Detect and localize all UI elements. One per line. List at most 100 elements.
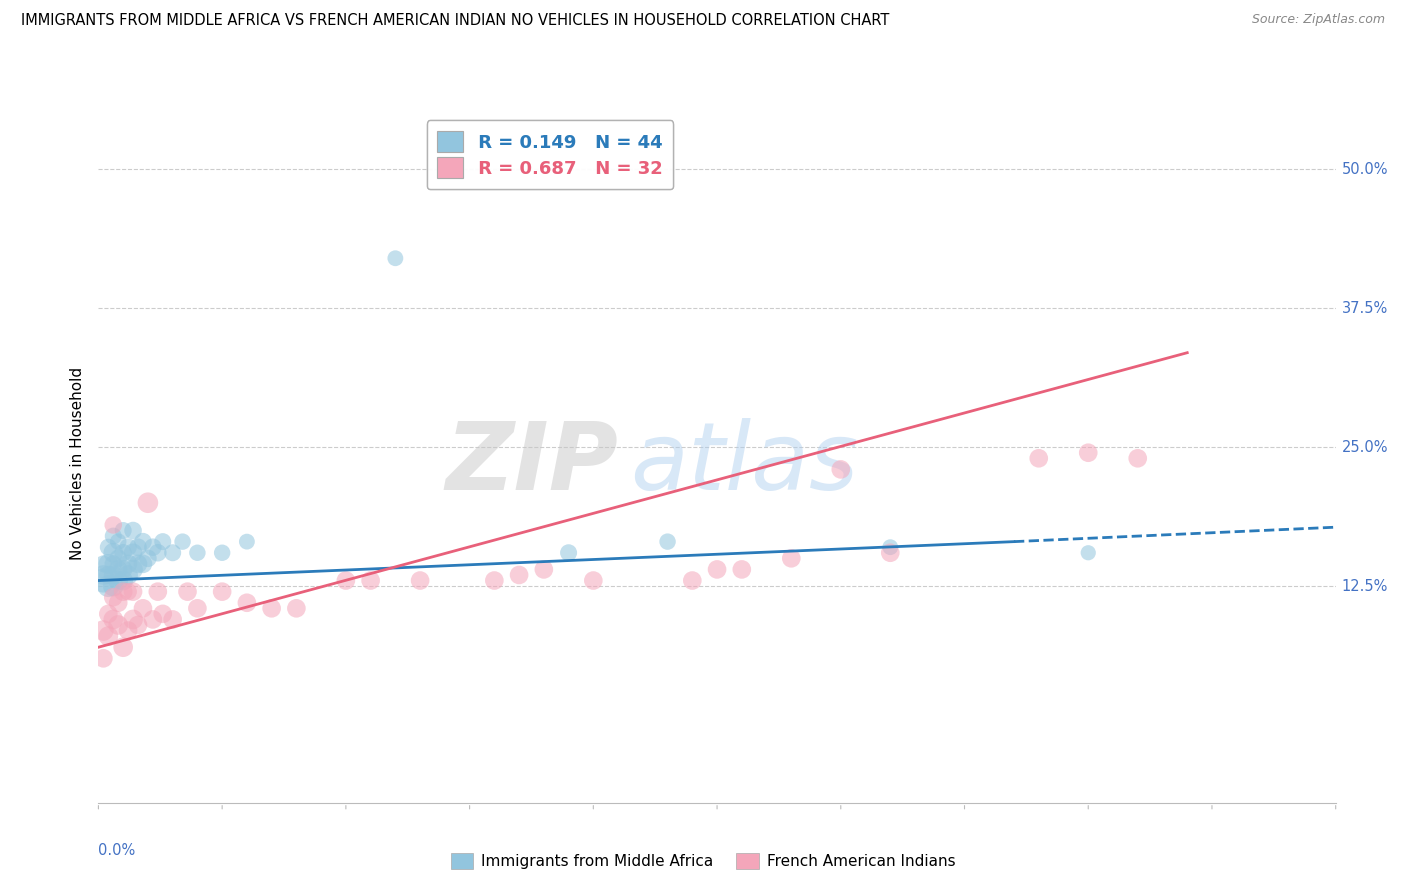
- Point: [146, 584, 169, 599]
- Point: [117, 624, 139, 638]
- Point: [136, 496, 159, 510]
- Point: [236, 534, 259, 549]
- Point: [780, 551, 803, 566]
- Point: [107, 562, 129, 576]
- Point: [211, 546, 233, 560]
- Point: [103, 557, 125, 571]
- Point: [103, 568, 125, 582]
- Point: [112, 546, 135, 560]
- Point: [384, 252, 406, 266]
- Point: [117, 540, 139, 554]
- Point: [97, 540, 120, 554]
- Point: [152, 534, 174, 549]
- Point: [731, 562, 754, 576]
- Point: [93, 557, 115, 571]
- Point: [136, 551, 159, 566]
- Point: [1028, 451, 1050, 466]
- Point: [172, 534, 194, 549]
- Legend: Immigrants from Middle Africa, French American Indians: Immigrants from Middle Africa, French Am…: [444, 847, 962, 875]
- Point: [211, 584, 233, 599]
- Point: [582, 574, 605, 588]
- Text: 12.5%: 12.5%: [1341, 579, 1388, 593]
- Point: [142, 612, 165, 626]
- Point: [508, 568, 530, 582]
- Point: [112, 584, 135, 599]
- Point: [132, 534, 155, 549]
- Point: [1077, 446, 1099, 460]
- Point: [112, 562, 135, 576]
- Point: [103, 612, 125, 626]
- Point: [162, 612, 184, 626]
- Point: [142, 540, 165, 554]
- Point: [93, 651, 115, 665]
- Point: [146, 546, 169, 560]
- Point: [107, 574, 129, 588]
- Point: [830, 462, 852, 476]
- Point: [879, 540, 901, 554]
- Text: atlas: atlas: [630, 418, 859, 509]
- Point: [103, 529, 125, 543]
- Point: [1077, 546, 1099, 560]
- Point: [132, 557, 155, 571]
- Point: [93, 624, 115, 638]
- Point: [117, 584, 139, 599]
- Point: [117, 557, 139, 571]
- Point: [335, 574, 357, 588]
- Point: [103, 546, 125, 560]
- Point: [533, 562, 555, 576]
- Point: [107, 534, 129, 549]
- Point: [681, 574, 703, 588]
- Point: [112, 524, 135, 538]
- Text: ZIP: ZIP: [446, 417, 619, 510]
- Text: 37.5%: 37.5%: [1341, 301, 1388, 316]
- Point: [117, 568, 139, 582]
- Point: [1126, 451, 1149, 466]
- Point: [186, 546, 208, 560]
- Point: [97, 607, 120, 621]
- Point: [706, 562, 728, 576]
- Point: [122, 612, 145, 626]
- Point: [122, 524, 145, 538]
- Point: [97, 568, 120, 582]
- Text: 0.0%: 0.0%: [98, 844, 135, 858]
- Text: Source: ZipAtlas.com: Source: ZipAtlas.com: [1251, 13, 1385, 27]
- Point: [122, 584, 145, 599]
- Point: [152, 607, 174, 621]
- Point: [112, 574, 135, 588]
- Point: [176, 584, 198, 599]
- Point: [122, 546, 145, 560]
- Point: [879, 546, 901, 560]
- Point: [107, 551, 129, 566]
- Point: [557, 546, 579, 560]
- Point: [409, 574, 432, 588]
- Point: [97, 629, 120, 643]
- Point: [186, 601, 208, 615]
- Point: [97, 579, 120, 593]
- Point: [657, 534, 679, 549]
- Text: IMMIGRANTS FROM MIDDLE AFRICA VS FRENCH AMERICAN INDIAN NO VEHICLES IN HOUSEHOLD: IMMIGRANTS FROM MIDDLE AFRICA VS FRENCH …: [21, 13, 890, 29]
- Point: [127, 540, 149, 554]
- Point: [112, 640, 135, 655]
- Point: [103, 518, 125, 533]
- Legend:  R = 0.149   N = 44,  R = 0.687   N = 32: R = 0.149 N = 44, R = 0.687 N = 32: [426, 120, 673, 189]
- Point: [360, 574, 382, 588]
- Point: [107, 618, 129, 632]
- Point: [285, 601, 308, 615]
- Point: [236, 596, 259, 610]
- Point: [97, 557, 120, 571]
- Point: [107, 596, 129, 610]
- Point: [162, 546, 184, 560]
- Point: [260, 601, 283, 615]
- Point: [484, 574, 506, 588]
- Text: 25.0%: 25.0%: [1341, 440, 1388, 455]
- Point: [103, 579, 125, 593]
- Point: [103, 591, 125, 605]
- Y-axis label: No Vehicles in Household: No Vehicles in Household: [69, 368, 84, 560]
- Point: [132, 601, 155, 615]
- Point: [93, 568, 115, 582]
- Point: [122, 562, 145, 576]
- Point: [127, 557, 149, 571]
- Text: 50.0%: 50.0%: [1341, 161, 1388, 177]
- Point: [93, 574, 115, 588]
- Point: [127, 618, 149, 632]
